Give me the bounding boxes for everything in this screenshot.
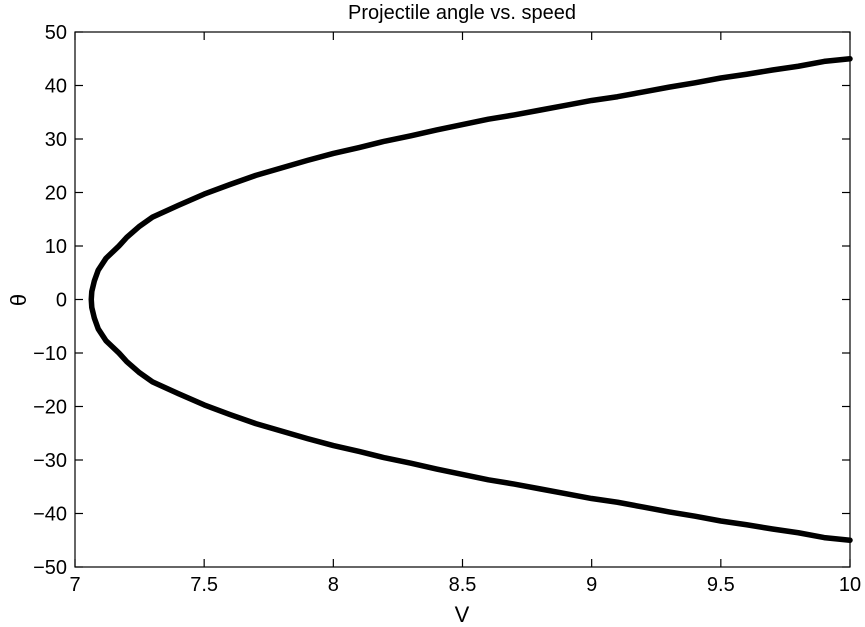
y-tick-label: −30 bbox=[33, 450, 67, 472]
y-axis-label: θ bbox=[6, 294, 31, 306]
y-tick-label: 10 bbox=[45, 236, 67, 258]
y-tick-label: −50 bbox=[33, 557, 67, 579]
y-tick-label: −10 bbox=[33, 343, 67, 365]
x-tick-label: 9 bbox=[586, 574, 597, 596]
y-tick-label: −20 bbox=[33, 397, 67, 419]
plot-area bbox=[74, 31, 851, 568]
x-tick-label: 8.5 bbox=[449, 574, 477, 596]
series-layer bbox=[88, 56, 853, 543]
y-tick-label: 20 bbox=[45, 183, 67, 205]
y-axis: 50 40 30 20 10 0 −10 −20 −30 −40 −50 bbox=[33, 22, 850, 579]
x-axis-label: V bbox=[455, 602, 470, 627]
y-tick-label: −40 bbox=[33, 504, 67, 526]
y-tick-label: 0 bbox=[56, 290, 67, 312]
y-tick-label: 30 bbox=[45, 129, 67, 151]
x-tick-label: 7 bbox=[69, 574, 80, 596]
y-tick-label: 50 bbox=[45, 22, 67, 44]
x-axis: 7 7.5 8 8.5 9 9.5 10 bbox=[69, 32, 861, 596]
x-tick-label: 9.5 bbox=[707, 574, 735, 596]
x-tick-label: 7.5 bbox=[190, 574, 218, 596]
x-tick-label: 8 bbox=[328, 574, 339, 596]
series-line bbox=[88, 56, 853, 543]
y-tick-label: 40 bbox=[45, 76, 67, 98]
chart-title: Projectile angle vs. speed bbox=[348, 2, 576, 24]
x-tick-label: 10 bbox=[839, 574, 861, 596]
